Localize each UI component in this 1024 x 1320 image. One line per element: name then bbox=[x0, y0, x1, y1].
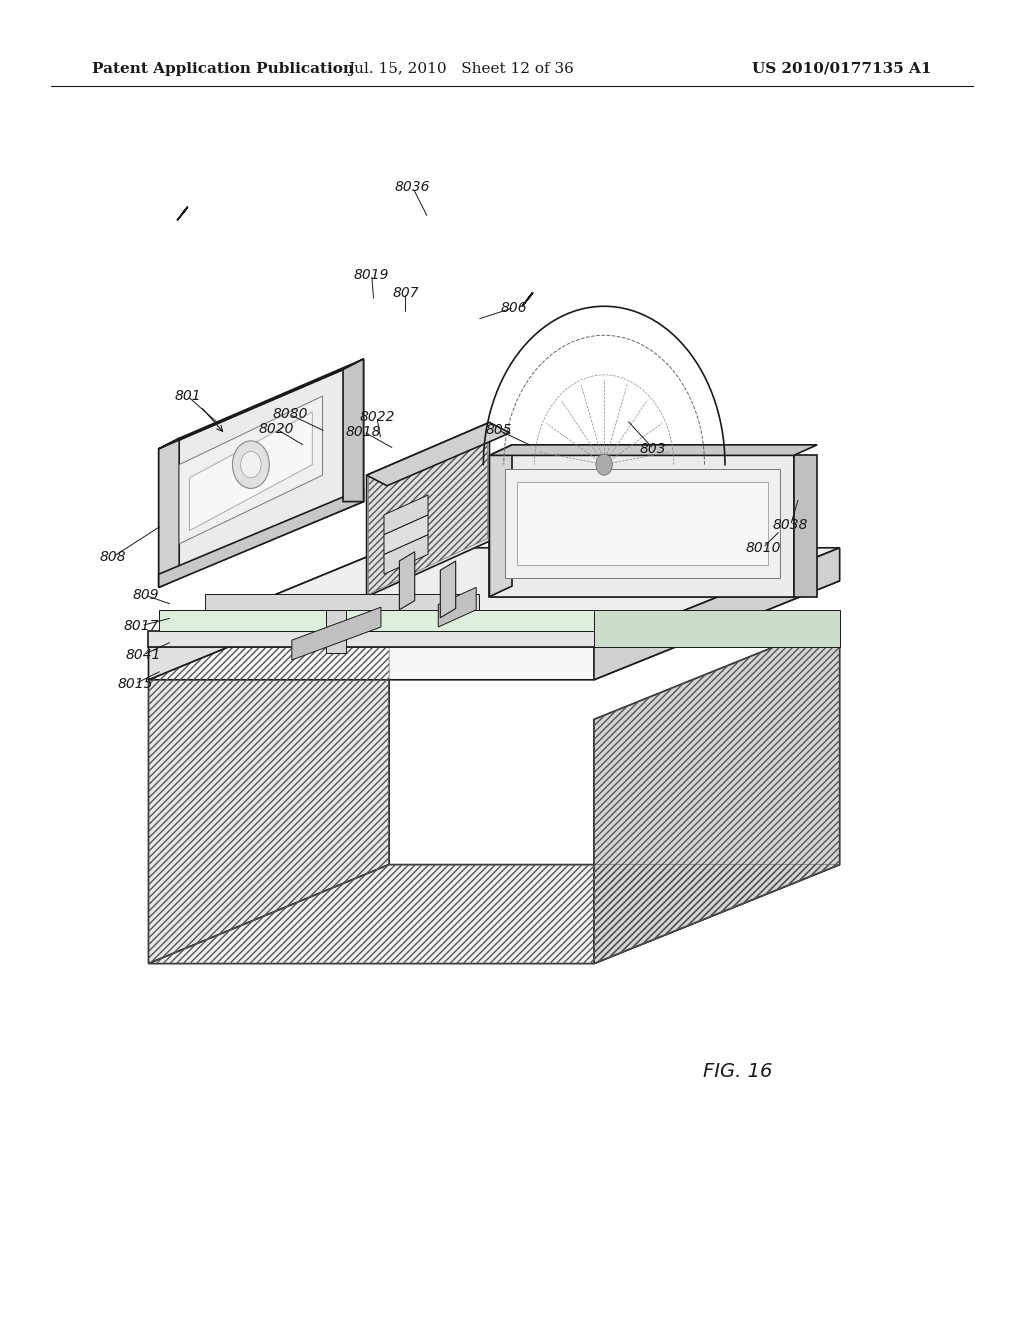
Text: 8041: 8041 bbox=[126, 648, 161, 661]
Polygon shape bbox=[159, 359, 364, 587]
Polygon shape bbox=[159, 438, 179, 587]
Text: 806: 806 bbox=[501, 301, 527, 314]
Text: 8017: 8017 bbox=[124, 619, 159, 632]
Text: Patent Application Publication: Patent Application Publication bbox=[92, 62, 354, 75]
Polygon shape bbox=[292, 607, 381, 660]
Polygon shape bbox=[148, 865, 840, 964]
Polygon shape bbox=[159, 488, 364, 587]
Text: US 2010/0177135 A1: US 2010/0177135 A1 bbox=[753, 62, 932, 75]
Polygon shape bbox=[189, 412, 312, 531]
Polygon shape bbox=[489, 445, 512, 597]
Text: FIG. 16: FIG. 16 bbox=[702, 1063, 772, 1081]
Polygon shape bbox=[594, 548, 840, 680]
Text: 8020: 8020 bbox=[259, 422, 294, 436]
Polygon shape bbox=[489, 455, 794, 597]
Polygon shape bbox=[159, 359, 364, 449]
Text: 8018: 8018 bbox=[346, 425, 381, 438]
Text: 803: 803 bbox=[640, 442, 667, 455]
Polygon shape bbox=[384, 535, 428, 574]
Polygon shape bbox=[399, 552, 415, 610]
Circle shape bbox=[232, 441, 269, 488]
Text: 807: 807 bbox=[392, 286, 419, 300]
Polygon shape bbox=[517, 482, 768, 565]
Polygon shape bbox=[794, 455, 817, 597]
Polygon shape bbox=[148, 581, 389, 964]
Polygon shape bbox=[205, 594, 479, 610]
Text: 8019: 8019 bbox=[354, 268, 389, 281]
Polygon shape bbox=[505, 469, 780, 578]
Polygon shape bbox=[367, 422, 510, 486]
Polygon shape bbox=[148, 548, 840, 647]
Polygon shape bbox=[343, 359, 364, 502]
Text: 805: 805 bbox=[485, 424, 512, 437]
Text: 8010: 8010 bbox=[745, 541, 780, 554]
Text: 8038: 8038 bbox=[773, 519, 808, 532]
Text: 809: 809 bbox=[132, 589, 159, 602]
Polygon shape bbox=[594, 620, 840, 964]
Polygon shape bbox=[159, 610, 594, 631]
Polygon shape bbox=[148, 631, 840, 647]
Text: 808: 808 bbox=[99, 550, 126, 564]
Text: 8080: 8080 bbox=[272, 408, 307, 421]
Polygon shape bbox=[594, 610, 840, 647]
Text: 8022: 8022 bbox=[359, 411, 394, 424]
Polygon shape bbox=[384, 515, 428, 554]
Circle shape bbox=[596, 454, 612, 475]
Polygon shape bbox=[384, 495, 428, 535]
Polygon shape bbox=[179, 396, 323, 544]
Polygon shape bbox=[326, 610, 346, 653]
Polygon shape bbox=[438, 587, 476, 627]
Polygon shape bbox=[489, 445, 817, 455]
Circle shape bbox=[241, 451, 261, 478]
Text: 801: 801 bbox=[174, 389, 201, 403]
Text: 8015: 8015 bbox=[118, 677, 153, 690]
Polygon shape bbox=[148, 548, 389, 680]
Polygon shape bbox=[489, 586, 817, 597]
Text: 8036: 8036 bbox=[395, 181, 430, 194]
Text: Jul. 15, 2010   Sheet 12 of 36: Jul. 15, 2010 Sheet 12 of 36 bbox=[348, 62, 573, 75]
Polygon shape bbox=[367, 422, 489, 597]
Polygon shape bbox=[148, 581, 840, 680]
Polygon shape bbox=[440, 561, 456, 618]
